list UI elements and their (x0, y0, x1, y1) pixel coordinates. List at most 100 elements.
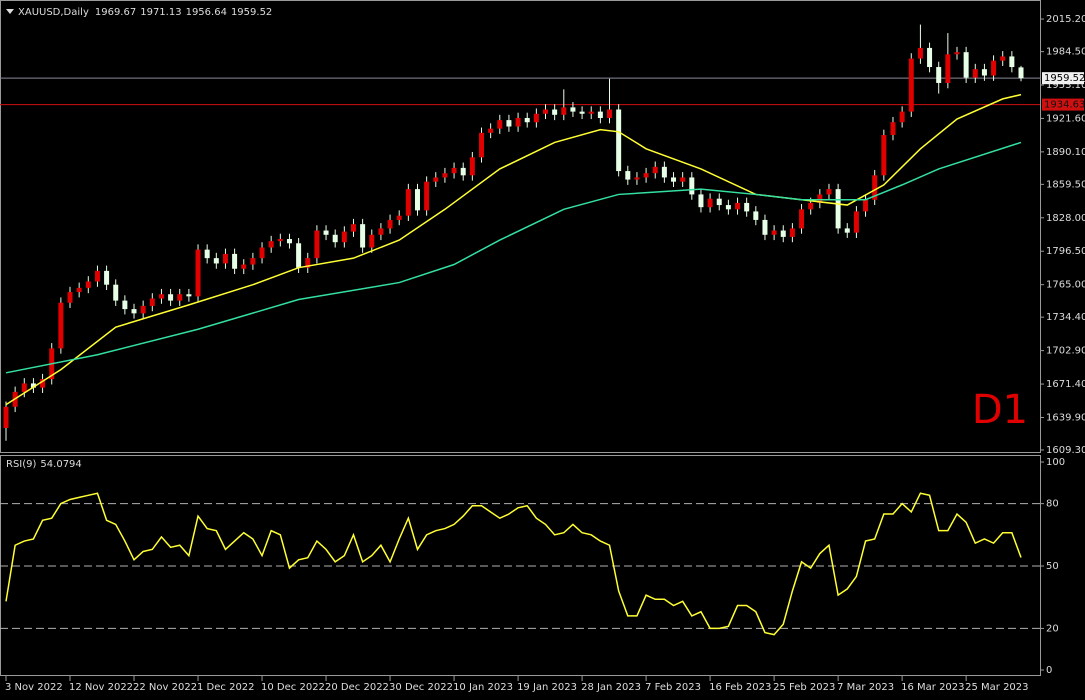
y-tick-label: 1609.30 (1046, 445, 1085, 456)
candle-body (744, 202, 750, 212)
candle-body (735, 202, 741, 210)
candle-body (927, 47, 933, 68)
candle-body (158, 294, 164, 299)
x-tick-label: 7 Mar 2023 (837, 682, 894, 693)
candle-body (954, 52, 960, 55)
x-tick-label: 1 Dec 2022 (197, 682, 255, 693)
y-tick-label: 80 (1046, 499, 1059, 510)
candle-body (661, 166, 667, 178)
candle-body (30, 383, 36, 388)
candle-body (259, 247, 265, 259)
candle-body (844, 228, 850, 233)
last-high: 1971.13 (140, 7, 181, 18)
candle-body (369, 234, 375, 248)
candle-body (671, 177, 677, 182)
candle-body (104, 270, 110, 285)
candle-body (286, 239, 292, 244)
candle-body (524, 117, 530, 123)
candle-body (424, 181, 430, 211)
candle-body (908, 58, 914, 112)
symbol-title: XAUUSD,Daily (18, 7, 89, 18)
candle-body (350, 224, 356, 232)
candle-body (680, 177, 686, 182)
candle-body (186, 294, 192, 297)
candle-body (213, 258, 219, 264)
last-open: 1969.67 (95, 7, 136, 18)
candle-body (433, 177, 439, 182)
rsi-last-value: 54.0794 (40, 459, 81, 470)
y-tick-label: 0 (1046, 665, 1052, 676)
y-tick-label: 100 (1046, 457, 1065, 468)
candle-body (488, 128, 494, 133)
candle-body (241, 264, 247, 269)
candle-body (332, 234, 338, 243)
candle-body (716, 198, 722, 206)
candle-body (991, 60, 997, 76)
y-tick-label: 1890.10 (1046, 147, 1085, 158)
y-tick-label: 1796.50 (1046, 246, 1085, 257)
candle-body (3, 406, 9, 429)
candle-body (835, 189, 841, 229)
y-tick-label: 1921.60 (1046, 113, 1085, 124)
candle-body (168, 294, 174, 301)
candle-body (222, 253, 228, 264)
candle-body (707, 198, 713, 208)
candle-body (314, 230, 320, 259)
bid-tag (1042, 72, 1084, 85)
candle-body (140, 305, 146, 314)
rsi-frame (0, 455, 1041, 676)
x-tick-label: 19 Jan 2023 (517, 682, 577, 693)
candle-body (113, 284, 119, 301)
candle-body (890, 122, 896, 135)
y-tick-label: 1953.10 (1046, 80, 1085, 91)
candle-body (296, 243, 302, 268)
candle-body (570, 107, 576, 112)
candle-body (981, 69, 987, 76)
candle-body (414, 189, 420, 211)
candle-body (853, 211, 859, 233)
candle-body (881, 134, 887, 176)
candle-body (232, 253, 238, 269)
candle-body (552, 109, 558, 115)
candle-body (616, 109, 622, 172)
symbol-menu-arrow[interactable] (6, 9, 14, 14)
candle-body (58, 302, 64, 349)
candle-body (698, 194, 704, 208)
last-close: 1959.52 (231, 7, 272, 18)
candle-body (305, 258, 311, 268)
y-tick-label: 1702.90 (1046, 346, 1085, 357)
candle-body (543, 109, 549, 114)
rsi-title: RSI(9) (6, 459, 37, 470)
candle-body (396, 215, 402, 220)
candle-body (625, 171, 631, 180)
x-tick-label: 22 Nov 2022 (133, 682, 197, 693)
candle-body (451, 167, 457, 174)
y-tick-label: 1639.90 (1046, 412, 1085, 423)
y-tick-label: 20 (1046, 623, 1059, 634)
candle-body (515, 117, 521, 127)
y-tick-label: 1859.50 (1046, 179, 1085, 190)
candle-body (579, 111, 585, 114)
candle-body (360, 224, 366, 248)
x-tick-label: 25 Feb 2023 (773, 682, 835, 693)
candle-body (40, 379, 46, 388)
candle-body (122, 300, 128, 310)
candle-body (762, 219, 768, 235)
candle-body (689, 177, 695, 195)
x-tick-label: 16 Feb 2023 (709, 682, 771, 693)
candle-body (561, 107, 567, 115)
moving-average (5, 93, 1022, 406)
candle-body (917, 47, 923, 59)
candle-body (588, 111, 594, 114)
candle-body (177, 294, 183, 301)
candle-body (497, 120, 503, 129)
bid-label: 1959.52 (1044, 73, 1085, 84)
y-tick-label: 1984.50 (1046, 47, 1085, 58)
candle-body (94, 270, 100, 282)
rsi-header: RSI(9) 54.0794 (6, 459, 82, 470)
x-tick-label: 28 Jan 2023 (581, 682, 641, 693)
y-tick-label: 50 (1046, 561, 1059, 572)
candle-body (643, 173, 649, 178)
candle-body (478, 132, 484, 158)
candle-body (149, 298, 155, 306)
